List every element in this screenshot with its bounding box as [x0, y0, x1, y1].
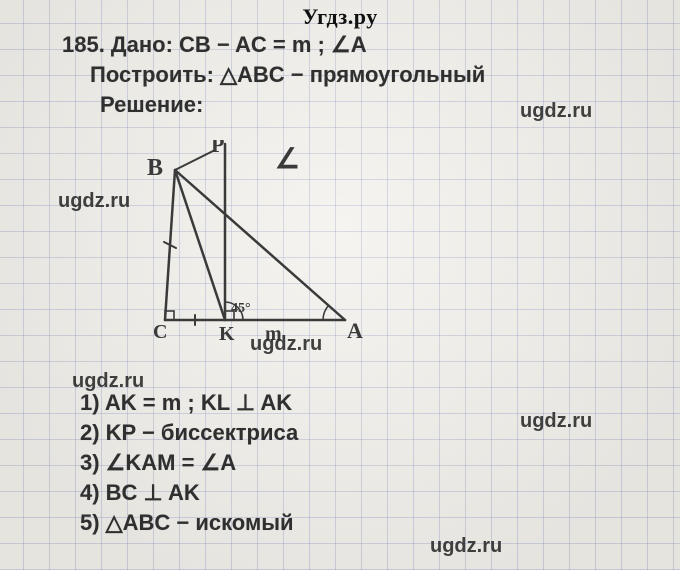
svg-text:K: K	[219, 323, 235, 340]
line-solution: Решение:	[100, 92, 203, 118]
header-text: Угдз.ру	[302, 4, 377, 29]
svg-text:B: B	[147, 155, 163, 181]
step-5: 5) △ABC − искомый	[80, 510, 294, 536]
site-header: Угдз.ру	[0, 4, 680, 30]
svg-text:45°: 45°	[231, 301, 251, 316]
svg-text:∠: ∠	[275, 144, 300, 175]
svg-text:m: m	[265, 323, 282, 340]
triangle-diagram: C K A B Pm 45° ∠	[135, 140, 395, 340]
line-construct: Построить: △ABC − прямоугольный	[90, 62, 485, 88]
step-4: 4) BC ⊥ AK	[80, 480, 200, 506]
svg-text:P: P	[211, 140, 224, 157]
step-3: 3) ∠KAM = ∠A	[80, 450, 236, 476]
svg-text:A: A	[347, 318, 363, 340]
step-1: 1) AK = m ; KL ⊥ AK	[80, 390, 292, 416]
line-given: 185. Дано: CB − AC = m ; ∠A	[62, 32, 367, 58]
step-2: 2) KP − биссектриса	[80, 420, 298, 446]
svg-text:C: C	[153, 321, 167, 340]
